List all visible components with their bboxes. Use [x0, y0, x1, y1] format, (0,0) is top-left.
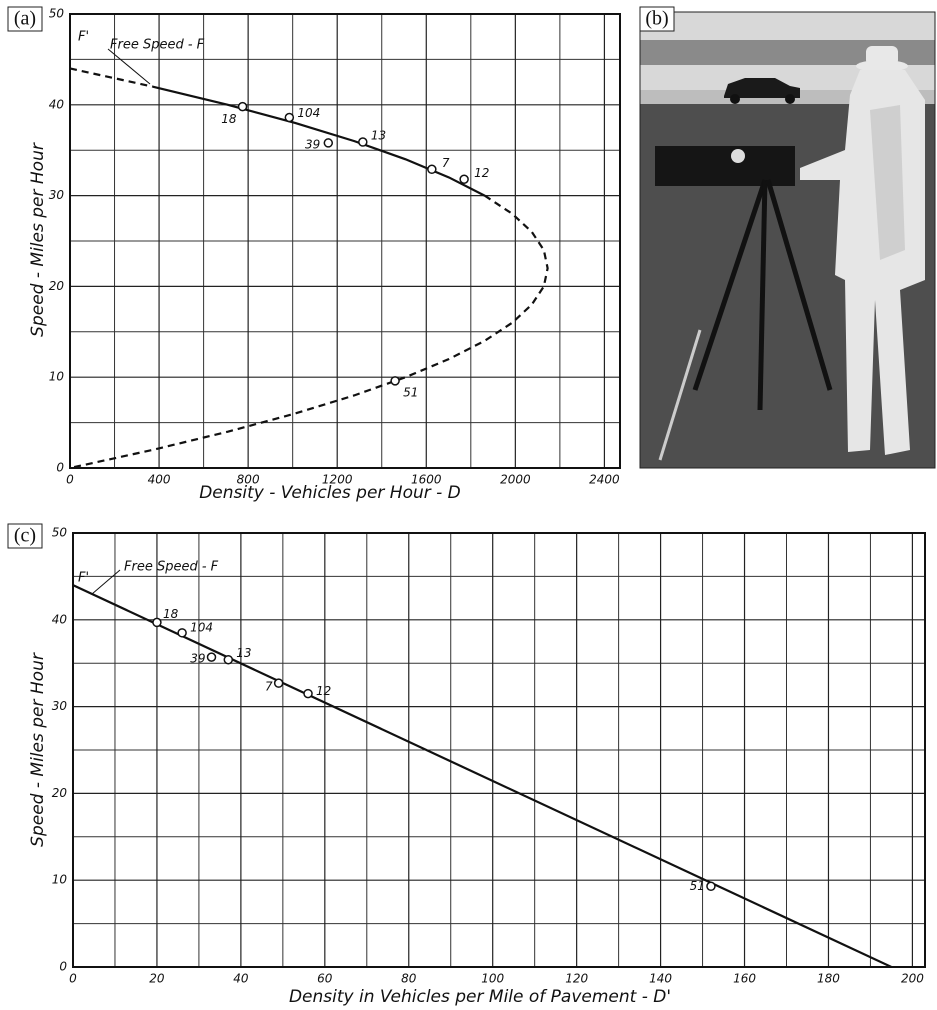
- curve: [152, 85, 486, 197]
- annotation: F': [78, 30, 89, 45]
- data-point: [152, 617, 162, 628]
- y-tick-label: 20: [52, 786, 68, 800]
- y-tick-label: 0: [56, 461, 64, 475]
- annotation: Free Speed - F: [124, 560, 219, 575]
- y-tick-label: 20: [49, 279, 65, 293]
- x-tick-label: 140: [649, 972, 672, 986]
- annotation-arrow: [107, 48, 151, 85]
- curve: [69, 194, 549, 470]
- x-tick-label: 0: [66, 473, 74, 487]
- x-tick-label: 40: [233, 972, 249, 986]
- data-point: [459, 174, 469, 185]
- x-axis-label: Density in Vehicles per Mile of Pavement…: [289, 987, 671, 1007]
- point-label: 13: [371, 129, 386, 143]
- data-point: [177, 628, 187, 638]
- data-point: [206, 652, 217, 662]
- point-label: 39: [305, 137, 320, 151]
- x-tick-label: 800: [237, 473, 260, 487]
- point-label: 51: [403, 385, 418, 399]
- y-tick-label: 40: [49, 97, 65, 111]
- data-point: [706, 881, 716, 892]
- x-tick-label: 80: [401, 972, 417, 986]
- panel-label: (c): [14, 525, 36, 547]
- data-point: [237, 101, 248, 112]
- data-point: [358, 137, 368, 147]
- panel-label-box: [7, 6, 43, 32]
- point-label: 7: [442, 156, 450, 170]
- plot-frame: [72, 532, 926, 968]
- x-tick-label: 2400: [589, 473, 620, 487]
- y-tick-label: 0: [59, 960, 67, 974]
- x-tick-label: 2000: [500, 473, 531, 487]
- y-tick-label: 40: [52, 612, 68, 626]
- x-axis-label: Density - Vehicles per Hour - D: [199, 483, 461, 503]
- x-tick-label: 1600: [411, 473, 442, 487]
- x-tick-label: 400: [148, 473, 171, 487]
- x-tick-label: 180: [817, 972, 840, 986]
- x-tick-label: 20: [149, 972, 165, 986]
- annotation: F': [78, 571, 89, 586]
- x-tick-label: 60: [317, 972, 333, 986]
- panel-label-box: [639, 6, 675, 32]
- y-tick-label: 50: [49, 7, 65, 21]
- x-tick-label: 1200: [322, 473, 353, 487]
- curve: [72, 584, 892, 968]
- point-label: 51: [690, 879, 705, 893]
- panel-label-box: [7, 523, 43, 549]
- photo-frame: [639, 11, 936, 469]
- y-tick-label: 30: [52, 699, 68, 713]
- y-axis-label: Speed - Miles per Hour: [28, 652, 48, 847]
- data-point: [284, 112, 295, 123]
- point-label: 12: [474, 166, 489, 180]
- x-tick-label: 120: [565, 972, 588, 986]
- data-point: [427, 164, 437, 175]
- y-tick-label: 30: [49, 188, 65, 202]
- y-axis-label: Speed - Miles per Hour: [28, 142, 48, 337]
- x-tick-label: 0: [69, 972, 77, 986]
- point-label: 104: [297, 106, 320, 120]
- point-label: 18: [163, 607, 179, 621]
- point-label: 39: [190, 652, 205, 666]
- point-label: 13: [236, 646, 251, 660]
- point-label: 104: [190, 620, 213, 634]
- data-point: [323, 138, 334, 148]
- photo: [640, 12, 935, 468]
- data-point: [303, 688, 313, 699]
- data-point: [273, 678, 284, 688]
- panel-label: (b): [645, 8, 668, 30]
- y-tick-label: 50: [52, 526, 68, 540]
- point-label: 12: [316, 684, 331, 698]
- x-tick-label: 160: [733, 972, 756, 986]
- y-tick-label: 10: [49, 370, 65, 384]
- data-point: [390, 376, 400, 386]
- point-label: 7: [265, 680, 273, 694]
- annotation-arrow: [91, 569, 121, 595]
- point-label: 18: [221, 112, 237, 126]
- curve: [69, 67, 154, 88]
- x-tick-label: 100: [481, 972, 504, 986]
- x-tick-label: 200: [901, 972, 924, 986]
- annotation: Free Speed - F: [110, 38, 205, 53]
- data-point: [223, 654, 234, 665]
- panel-label: (a): [14, 8, 36, 30]
- plot-frame: [69, 13, 621, 469]
- y-tick-label: 10: [52, 873, 68, 887]
